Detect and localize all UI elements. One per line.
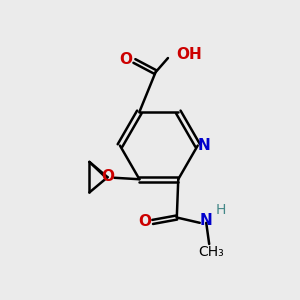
Text: O: O xyxy=(120,52,133,67)
Text: N: N xyxy=(198,138,211,153)
Text: N: N xyxy=(200,213,213,228)
Text: H: H xyxy=(216,202,226,217)
Text: O: O xyxy=(138,214,151,230)
Text: OH: OH xyxy=(176,47,202,62)
Text: O: O xyxy=(101,169,114,184)
Text: CH₃: CH₃ xyxy=(198,245,224,259)
